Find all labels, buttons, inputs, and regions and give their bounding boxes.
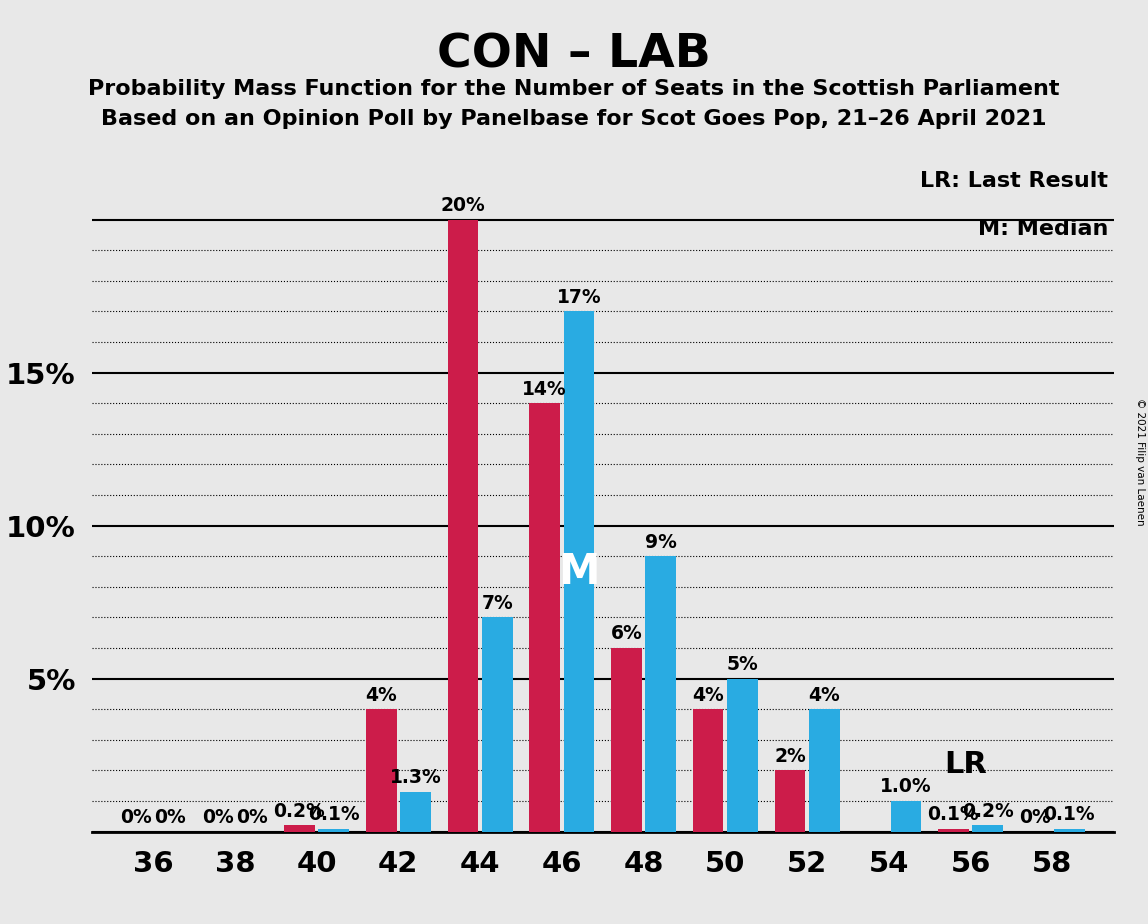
Text: 0.1%: 0.1% <box>308 805 359 824</box>
Bar <box>366 710 396 832</box>
Text: 0%: 0% <box>202 808 233 827</box>
Text: 0.2%: 0.2% <box>273 802 325 821</box>
Bar <box>482 617 513 832</box>
Text: 2%: 2% <box>774 747 806 766</box>
Text: 0%: 0% <box>121 808 152 827</box>
Text: 1.0%: 1.0% <box>881 777 932 796</box>
Bar <box>972 825 1003 832</box>
Text: 7%: 7% <box>481 594 513 613</box>
Text: 0%: 0% <box>236 808 267 827</box>
Text: © 2021 Filip van Laenen: © 2021 Filip van Laenen <box>1135 398 1145 526</box>
Bar <box>284 825 315 832</box>
Text: 0.1%: 0.1% <box>928 805 979 824</box>
Text: 5%: 5% <box>727 655 759 674</box>
Bar <box>564 311 595 832</box>
Text: 0.2%: 0.2% <box>962 802 1014 821</box>
Text: 14%: 14% <box>522 380 567 398</box>
Text: M: Median: M: Median <box>978 219 1109 239</box>
Bar <box>809 710 839 832</box>
Bar <box>318 829 349 832</box>
Bar <box>645 556 676 832</box>
Bar <box>1054 829 1085 832</box>
Text: 4%: 4% <box>692 686 724 705</box>
Bar <box>727 678 758 832</box>
Bar <box>611 648 642 832</box>
Bar <box>401 792 430 832</box>
Text: Based on an Opinion Poll by Panelbase for Scot Goes Pop, 21–26 April 2021: Based on an Opinion Poll by Panelbase fo… <box>101 109 1047 129</box>
Text: 0%: 0% <box>155 808 186 827</box>
Text: M: M <box>558 551 599 592</box>
Text: 1.3%: 1.3% <box>389 768 441 787</box>
Text: 20%: 20% <box>441 196 486 215</box>
Text: 9%: 9% <box>645 532 676 552</box>
Text: 0%: 0% <box>1019 808 1050 827</box>
Text: 4%: 4% <box>808 686 840 705</box>
Text: 0.1%: 0.1% <box>1044 805 1095 824</box>
Text: Probability Mass Function for the Number of Seats in the Scottish Parliament: Probability Mass Function for the Number… <box>88 79 1060 99</box>
Text: 17%: 17% <box>557 288 602 307</box>
Bar <box>938 829 969 832</box>
Bar <box>448 220 479 832</box>
Text: 6%: 6% <box>611 625 642 643</box>
Text: LR: Last Result: LR: Last Result <box>921 171 1109 190</box>
Bar <box>529 403 560 832</box>
Bar <box>891 801 922 832</box>
Text: CON – LAB: CON – LAB <box>437 32 711 78</box>
Text: LR: LR <box>944 749 987 779</box>
Bar <box>692 710 723 832</box>
Text: 4%: 4% <box>365 686 397 705</box>
Bar <box>775 771 805 832</box>
